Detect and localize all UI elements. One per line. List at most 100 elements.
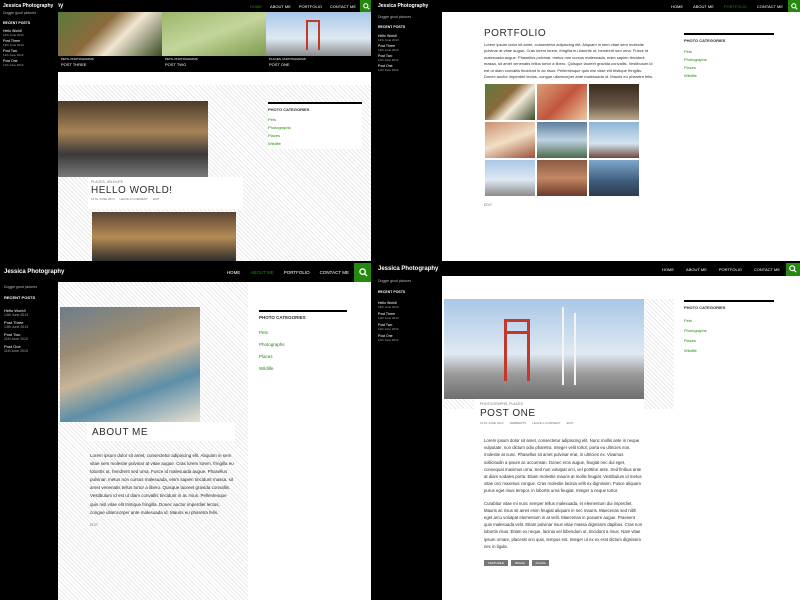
tag-link[interactable]: PLACE [531,560,550,567]
category-link[interactable]: Photographs [684,57,707,62]
gallery-photo[interactable] [588,121,640,160]
post-edit-link[interactable]: EDIT [566,421,574,425]
category-link[interactable]: Pets [259,330,269,335]
screenshot-post-one: Jessica Photography HOME ABOUT ME PORTFO… [372,262,800,600]
search-button[interactable] [786,262,800,276]
post-date[interactable]: 14TH JUNE 2013 [480,421,504,425]
post-author[interactable]: WEBBERTS [509,421,527,425]
featured-post[interactable]: PLACES, PHOTOGRAPHS POST ONE [266,12,372,72]
category-link[interactable]: Photographs [268,125,291,130]
nav-portfolio[interactable]: PORTFOLIO [718,266,742,272]
recent-post-link[interactable]: Post One [3,59,18,63]
featured-post[interactable]: PETS, PHOTOGRAPHS POST THREE [58,12,162,72]
nav-contact[interactable]: CONTACT ME [319,269,349,275]
category-link[interactable]: Pets [268,117,277,122]
nav-contact[interactable]: CONTACT ME [753,266,780,272]
featured-title[interactable]: POST ONE [269,62,290,67]
recent-posts-heading: RECENT POSTS [3,21,31,25]
tag-link[interactable]: FEATURED [484,560,508,567]
category-link[interactable]: Places [684,338,697,343]
recent-post-link[interactable]: Post Three [378,312,396,316]
category-link[interactable]: Photographs [684,328,707,333]
search-button[interactable] [354,262,372,282]
recent-post-link[interactable]: Post Two [378,54,393,58]
entry-photo-2[interactable] [92,212,236,262]
nav-home[interactable]: HOME [662,266,675,272]
recent-post-link[interactable]: Post Three [378,44,396,48]
post-title[interactable]: POST ONE [480,408,536,419]
category-link[interactable]: Wildlife [259,366,274,371]
recent-post-date: 11th June 2013 [3,53,24,57]
post-comment-link[interactable]: LEAVE A COMMENT [532,421,561,425]
featured-title[interactable]: POST TWO [165,62,187,67]
recent-post-link[interactable]: Hello World! [378,34,397,38]
recent-post-link[interactable]: Post One [4,344,21,349]
recent-post-link[interactable]: Post Three [4,320,24,325]
entry-photo[interactable] [58,101,208,177]
recent-post-link[interactable]: Hello World! [3,29,22,33]
site-title[interactable]: Jessica Photography [378,3,429,9]
entry-categories[interactable]: PLACES, WILDLIFE [91,180,123,184]
page-photo[interactable] [60,307,200,422]
main-nav: HOME ABOUT ME PORTFOLIO CONTACT ME [246,0,372,12]
entry-title[interactable]: HELLO WORLD! [91,185,173,196]
gallery-photo[interactable] [484,83,536,122]
edit-link[interactable]: EDIT [90,522,98,527]
nav-about[interactable]: ABOUT ME [250,269,274,275]
category-link[interactable]: Pets [684,318,693,323]
recent-post-link[interactable]: Post One [378,64,393,68]
photo-categories-widget: PHOTO CATEGORIES Pets Photographs Places… [259,310,347,371]
recent-post-link[interactable]: Post Two [378,323,393,327]
categories-heading: PHOTO CATEGORIES [259,310,347,320]
recent-post-link[interactable]: Hello World! [4,308,26,313]
nav-portfolio[interactable]: PORTFOLIO [723,3,747,9]
recent-post-link[interactable]: Post Two [3,49,18,53]
recent-post-link[interactable]: Post One [378,334,393,338]
gallery-photo[interactable] [536,121,588,160]
gallery-photo[interactable] [536,83,588,122]
recent-post-link[interactable]: Post Three [3,39,21,43]
nav-contact[interactable]: CONTACT ME [756,3,783,9]
entry-edit-link[interactable]: EDIT [152,197,160,201]
recent-post-link[interactable]: Post Two [4,332,21,337]
search-button[interactable] [788,0,800,12]
nav-contact[interactable]: CONTACT ME [329,3,356,9]
nav-home[interactable]: HOME [671,3,684,9]
nav-about[interactable]: ABOUT ME [686,266,707,272]
category-link[interactable]: Wildlife [684,73,697,78]
category-link[interactable]: Wildlife [684,348,697,353]
screenshot-home: Jessica Photography HOME ABOUT ME PORTFO… [0,0,372,262]
nav-home[interactable]: HOME [226,269,241,275]
gallery-photo[interactable] [484,159,536,198]
gallery-photo[interactable] [484,121,536,160]
sidebar-site-title[interactable]: Jessica Photography [3,3,54,9]
recent-post-date: 13th June 2013 [378,48,399,52]
category-link[interactable]: Wildlife [268,141,281,146]
nav-about[interactable]: ABOUT ME [693,3,714,9]
site-title[interactable]: Jessica Photography [378,266,439,272]
nav-home[interactable]: HOME [250,3,263,9]
nav-about[interactable]: ABOUT ME [270,3,291,9]
featured-post[interactable]: PETS, PHOTOGRAPHS POST TWO [162,12,266,72]
post-photo[interactable] [444,299,644,399]
gallery-photo[interactable] [536,159,588,198]
category-link[interactable]: Pets [684,49,693,54]
entry-date[interactable]: 14TH JUNE 2013 [91,197,115,201]
photo-gallery [484,83,656,198]
recent-post-link[interactable]: Hello World! [378,301,397,305]
category-link[interactable]: Places [259,354,273,359]
post-categories[interactable]: PHOTOGRAPHS, PLACES [480,402,523,406]
edit-link[interactable]: EDIT [484,203,492,208]
gallery-photo[interactable] [588,83,640,122]
gallery-photo[interactable] [588,159,640,198]
site-title[interactable]: Jessica Photography [4,269,65,275]
tag-link[interactable]: IMAGE [510,560,529,567]
nav-portfolio[interactable]: PORTFOLIO [283,269,310,275]
nav-portfolio[interactable]: PORTFOLIO [298,3,322,9]
entry-comment-link[interactable]: LEAVE A COMMENT [119,197,148,201]
category-link[interactable]: Places [684,65,697,70]
featured-title[interactable]: POST THREE [61,62,87,67]
search-button[interactable] [360,0,372,12]
category-link[interactable]: Photographs [259,342,285,347]
category-link[interactable]: Places [268,133,281,138]
